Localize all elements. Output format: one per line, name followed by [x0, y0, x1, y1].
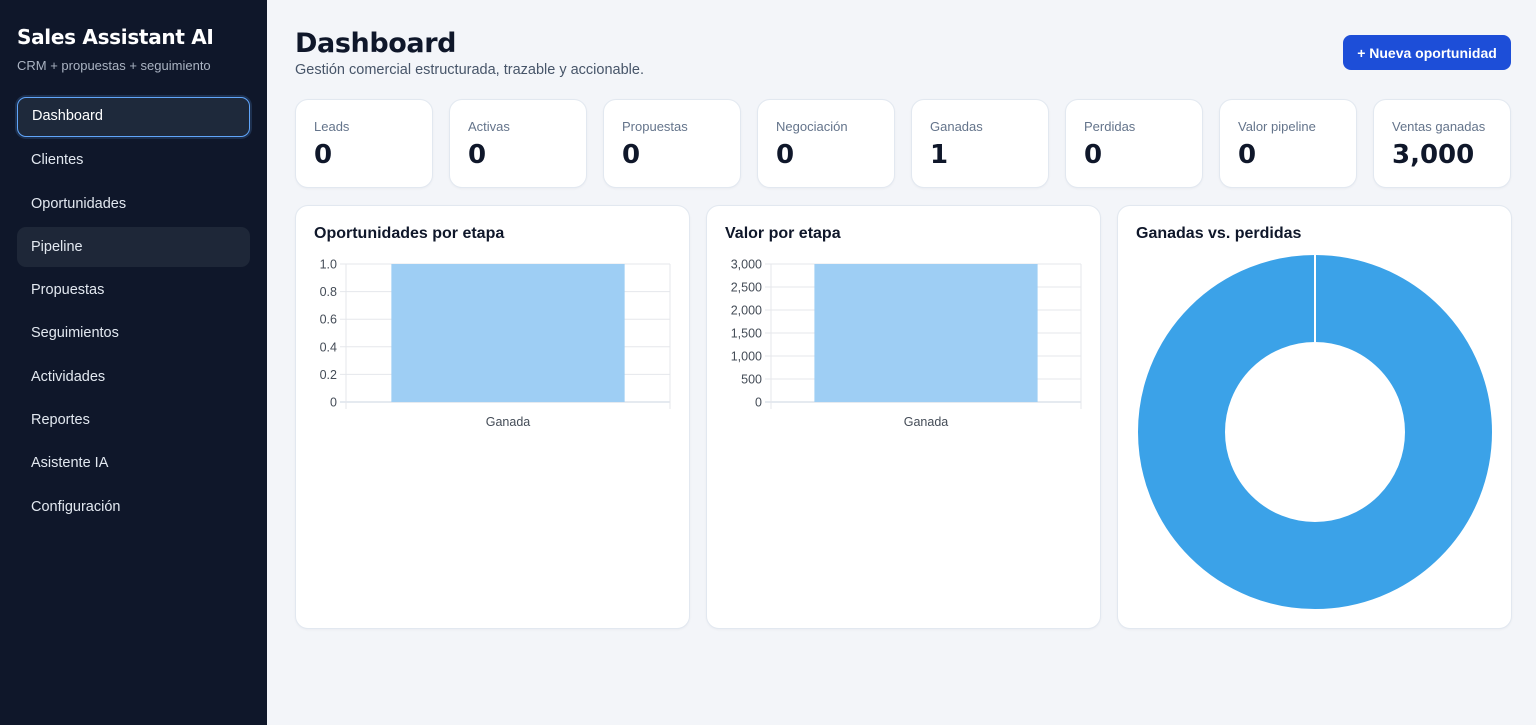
sidebar-item-reportes[interactable]: Reportes	[31, 412, 90, 429]
sidebar-item-propuestas[interactable]: Propuestas	[31, 282, 105, 299]
stat-card-ventas-ganadas: Ventas ganadas 3,000	[1373, 99, 1511, 188]
app-title: Sales Assistant AI	[17, 25, 214, 49]
charts-row: Oportunidades por etapa 0 0.2 0.4 0.6 0.8 1.0…	[295, 205, 1512, 629]
stat-label: Negociación	[776, 119, 848, 134]
sidebar-item-dashboard[interactable]: Dashboard	[17, 97, 250, 137]
chart-panel-valor: Valor por etapa 0 500 1,000 1,500 2,000 2,500…	[706, 205, 1101, 629]
x-tick-label: Ganada	[486, 415, 531, 429]
stat-label: Activas	[468, 119, 510, 134]
sidebar-item-actividades[interactable]: Actividades	[31, 368, 106, 385]
y-tick-label: 2,500	[731, 281, 762, 295]
page-title: Dashboard	[295, 28, 457, 59]
sidebar: Sales Assistant AI CRM + propuestas + se…	[0, 0, 267, 725]
stat-value: 3,000	[1392, 140, 1475, 170]
stat-label: Valor pipeline	[1238, 119, 1316, 134]
y-tick-label: 0.4	[320, 340, 337, 354]
sidebar-item-seguimientos[interactable]: Seguimientos	[31, 325, 119, 342]
sidebar-item-pipeline[interactable]: Pipeline	[17, 226, 250, 267]
stat-card-perdidas: Perdidas 0	[1065, 99, 1203, 188]
chart-title: Valor por etapa	[725, 225, 841, 242]
stat-label: Perdidas	[1084, 119, 1136, 134]
y-tick-label: 0	[330, 396, 337, 410]
sidebar-item-asistente-ia[interactable]: Asistente IA	[31, 455, 109, 472]
stat-value: 0	[776, 140, 795, 170]
main-content: Dashboard Gestión comercial estructurada…	[267, 0, 1536, 725]
bar-chart-valor: 0 500 1,000 1,500 2,000 2,500 3,000 Ganada	[731, 258, 1082, 429]
stat-label: Ganadas	[930, 119, 983, 134]
y-tick-label: 1,000	[731, 350, 762, 364]
stat-value: 1	[930, 140, 949, 170]
page-subtitle: Gestión comercial estructurada, trazable…	[295, 62, 644, 78]
new-opportunity-button[interactable]: + Nueva oportunidad	[1343, 35, 1511, 70]
stat-value: 0	[622, 140, 641, 170]
y-tick-label: 1.0	[320, 258, 337, 272]
y-tick-label: 1,500	[731, 327, 762, 341]
stat-label: Leads	[314, 119, 350, 134]
sidebar-item-oportunidades[interactable]: Oportunidades	[31, 195, 127, 212]
chart-panel-oportunidades: Oportunidades por etapa 0 0.2 0.4 0.6 0.8 1.0…	[295, 205, 690, 629]
stat-label: Ventas ganadas	[1392, 119, 1486, 134]
y-tick-label: 0.2	[320, 368, 337, 382]
donut-chart-ganadas-perdidas	[1138, 255, 1492, 609]
y-tick-label: 0	[755, 396, 762, 410]
bar-chart-oportunidades: 0 0.2 0.4 0.6 0.8 1.0 Ganada	[320, 258, 671, 429]
stat-card-negociacion: Negociación 0	[757, 99, 895, 188]
stat-card-leads: Leads 0	[295, 99, 433, 188]
sidebar-item-configuracion[interactable]: Configuración	[31, 498, 121, 515]
chart-panel-ganadas-perdidas: Ganadas vs. perdidas	[1117, 205, 1512, 629]
stat-value: 0	[1084, 140, 1103, 170]
stat-card-ganadas: Ganadas 1	[911, 99, 1049, 188]
y-tick-label: 2,000	[731, 304, 762, 318]
sidebar-nav: Dashboard Clientes Oportunidades Pipelin…	[17, 97, 250, 527]
stat-card-activas: Activas 0	[449, 99, 587, 188]
stat-value: 0	[468, 140, 487, 170]
stat-card-valor-pipeline: Valor pipeline 0	[1219, 99, 1357, 188]
stat-value: 0	[1238, 140, 1257, 170]
stats-row: Leads 0 Activas 0 Propuestas 0 Negociaci…	[295, 99, 1511, 188]
y-tick-label: 3,000	[731, 258, 762, 272]
bar	[814, 264, 1038, 402]
chart-title: Oportunidades por etapa	[314, 225, 505, 242]
y-tick-label: 0.6	[320, 313, 337, 327]
stat-value: 0	[314, 140, 333, 170]
y-tick-label: 500	[741, 373, 762, 387]
bar	[391, 264, 625, 402]
x-tick-label: Ganada	[904, 415, 949, 429]
y-tick-label: 0.8	[320, 285, 337, 299]
app-subtitle: CRM + propuestas + seguimiento	[17, 58, 211, 73]
chart-title: Ganadas vs. perdidas	[1136, 225, 1302, 242]
sidebar-item-clientes[interactable]: Clientes	[31, 152, 84, 169]
stat-label: Propuestas	[622, 119, 688, 134]
stat-card-propuestas: Propuestas 0	[603, 99, 741, 188]
